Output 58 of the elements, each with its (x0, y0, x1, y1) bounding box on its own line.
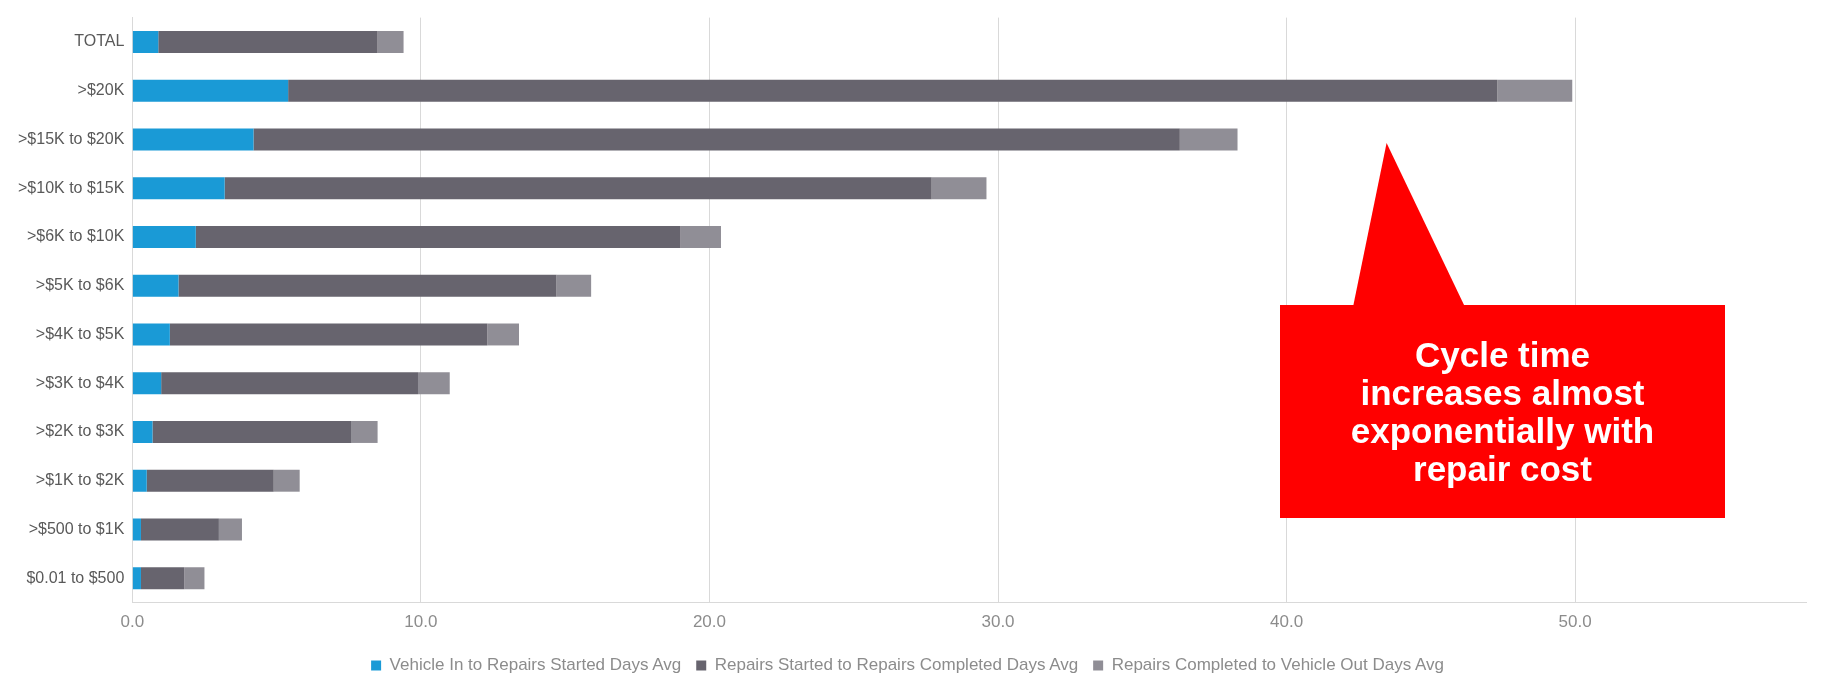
x-tick-label: 20.0 (692, 612, 726, 632)
bar (152, 421, 352, 443)
bar (273, 469, 300, 492)
legend-label: Repairs Completed to Vehicle Out Days Avg (1111, 655, 1444, 675)
y-tick-label: >$10K to $15K (18, 178, 125, 196)
bar (417, 372, 450, 395)
bar (140, 518, 219, 541)
y-tick-label: >$5K to $6K (35, 276, 125, 294)
x-tick-label: 0.0 (120, 612, 145, 632)
y-tick-label: >$2K to $3K (35, 422, 125, 440)
y-tick-label: TOTAL (74, 32, 125, 50)
bar (288, 79, 1498, 102)
bar (377, 31, 404, 53)
bar (158, 31, 378, 53)
y-tick-label: >$6K to $10K (26, 227, 125, 245)
legend-label: Vehicle In to Repairs Started Days Avg (389, 655, 682, 675)
bar (132, 79, 289, 102)
bar (132, 323, 170, 346)
x-tick-label: 10.0 (404, 612, 438, 632)
x-tick-label: 50.0 (1558, 612, 1592, 632)
bar (931, 177, 987, 200)
bar (195, 226, 681, 248)
bar (487, 323, 519, 346)
bar (169, 323, 488, 346)
bar (132, 177, 225, 200)
bar (132, 421, 153, 443)
bar (178, 274, 557, 297)
bar (680, 226, 721, 248)
bar (184, 567, 205, 590)
bar (132, 31, 159, 53)
bar (132, 469, 147, 492)
y-tick-label: >$1K to $2K (35, 471, 125, 489)
y-tick-label: >$4K to $5K (35, 324, 125, 342)
bar (1179, 128, 1238, 151)
bar (132, 226, 196, 248)
bar (224, 177, 932, 200)
bar (556, 274, 592, 297)
bar (132, 567, 141, 590)
y-tick-label: >$3K to $4K (35, 373, 125, 391)
bar (132, 274, 179, 297)
bar (161, 372, 418, 395)
bar (351, 421, 378, 443)
legend-label: Repairs Started to Repairs Completed Days Avg (714, 655, 1079, 675)
bar (146, 469, 274, 492)
y-tick-label: >$15K to $20K (18, 129, 125, 147)
bar (132, 128, 254, 151)
bar (218, 518, 242, 541)
bar (132, 518, 141, 541)
annotation: Cycle time increases almost exponentially with repair cost (1280, 305, 1725, 518)
bar (140, 567, 185, 590)
bar (253, 128, 1180, 151)
bar (132, 372, 162, 395)
x-tick-label: 40.0 (1270, 612, 1304, 632)
y-tick-label: $0.01 to $500 (26, 568, 125, 586)
x-tick-label: 30.0 (981, 612, 1015, 632)
y-tick-label: >$500 to $1K (28, 519, 125, 537)
y-tick-label: >$20K (77, 81, 125, 99)
bar (1497, 79, 1573, 102)
